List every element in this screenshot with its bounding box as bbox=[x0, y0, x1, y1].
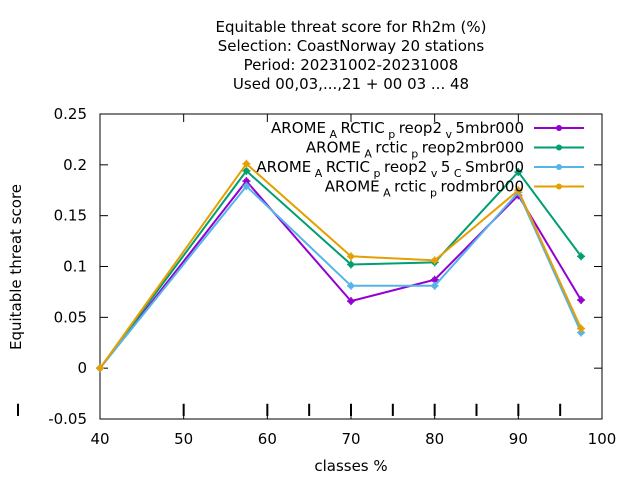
data-point bbox=[577, 324, 586, 333]
x-tick-label: 60 bbox=[258, 430, 277, 448]
title-line-3: Period: 20231002-20231008 bbox=[244, 56, 459, 74]
series-group bbox=[96, 159, 586, 373]
series-line bbox=[99, 162, 583, 369]
legend-item-4: AROME A rctic p rodmbr000 bbox=[325, 178, 584, 200]
legend-swatch-marker bbox=[556, 125, 562, 131]
series-3 bbox=[96, 182, 586, 373]
data-point bbox=[347, 252, 355, 261]
data-point bbox=[577, 296, 586, 305]
data-point bbox=[347, 260, 355, 269]
x-tick-label: 50 bbox=[174, 430, 193, 448]
legend-item-2: AROME A rctic p reop2mbr000 bbox=[306, 139, 584, 161]
y-tick-label: 0.05 bbox=[54, 308, 87, 326]
x-axis-label: classes % bbox=[314, 457, 387, 475]
title-line-1: Equitable threat score for Rh2m (%) bbox=[215, 18, 486, 36]
y-tick-label: 0.2 bbox=[63, 156, 87, 174]
data-point bbox=[514, 167, 523, 176]
y-tick-label: -0.05 bbox=[48, 410, 87, 428]
data-point bbox=[242, 159, 251, 168]
x-tick-label: 80 bbox=[425, 430, 444, 448]
legend-label: AROME A rctic p reop2mbr000 bbox=[306, 139, 524, 161]
legend-label: AROME A rctic p rodmbr000 bbox=[325, 178, 524, 200]
x-tick-label: 70 bbox=[341, 430, 360, 448]
data-point bbox=[242, 182, 251, 191]
x-tick-label: 100 bbox=[588, 430, 617, 448]
series-2 bbox=[96, 166, 586, 373]
data-point bbox=[430, 256, 439, 265]
axis-ticks: -0.05 0 0.05 0.1 0.15 0.2 0.25 40 50 60 70 80 90 100 bbox=[17, 105, 617, 448]
data-point bbox=[96, 364, 104, 373]
x-tick-label: 40 bbox=[90, 430, 109, 448]
legend-swatch-marker bbox=[556, 183, 562, 190]
y-axis-label: Equitable threat score bbox=[7, 184, 25, 350]
title-line-4: Used 00,03,...,21 + 00 03 ... 48 bbox=[233, 75, 469, 93]
title-line-2: Selection: CoastNorway 20 stations bbox=[218, 37, 485, 55]
x-tick-label: 90 bbox=[509, 430, 528, 448]
data-point bbox=[430, 281, 439, 290]
legend-label: AROME A RCTIC p reop2 v 5mbr000 bbox=[271, 119, 524, 141]
series-4 bbox=[96, 159, 586, 373]
legend-swatch-marker bbox=[556, 144, 562, 151]
legend-item-1: AROME A RCTIC p reop2 v 5mbr000 bbox=[271, 119, 584, 141]
y-tick-label: 0 bbox=[77, 359, 87, 377]
chart-title: Equitable threat score for Rh2m (%)Selec… bbox=[215, 18, 486, 93]
data-point bbox=[347, 297, 355, 306]
series-line bbox=[99, 169, 582, 369]
y-tick-label: 0.1 bbox=[63, 258, 87, 276]
data-point bbox=[242, 166, 251, 175]
legend-item-3: AROME A RCTIC p reop2 v 5 C Smbr00 bbox=[256, 158, 584, 180]
y-tick-label: 0.25 bbox=[54, 105, 87, 123]
series-line bbox=[99, 184, 583, 369]
data-point bbox=[347, 281, 355, 290]
legend-label: AROME A RCTIC p reop2 v 5 C Smbr00 bbox=[256, 158, 524, 180]
data-point bbox=[577, 252, 586, 261]
legend-swatch-marker bbox=[556, 164, 562, 170]
data-point bbox=[514, 186, 523, 195]
y-tick-label: 0.15 bbox=[54, 207, 87, 225]
